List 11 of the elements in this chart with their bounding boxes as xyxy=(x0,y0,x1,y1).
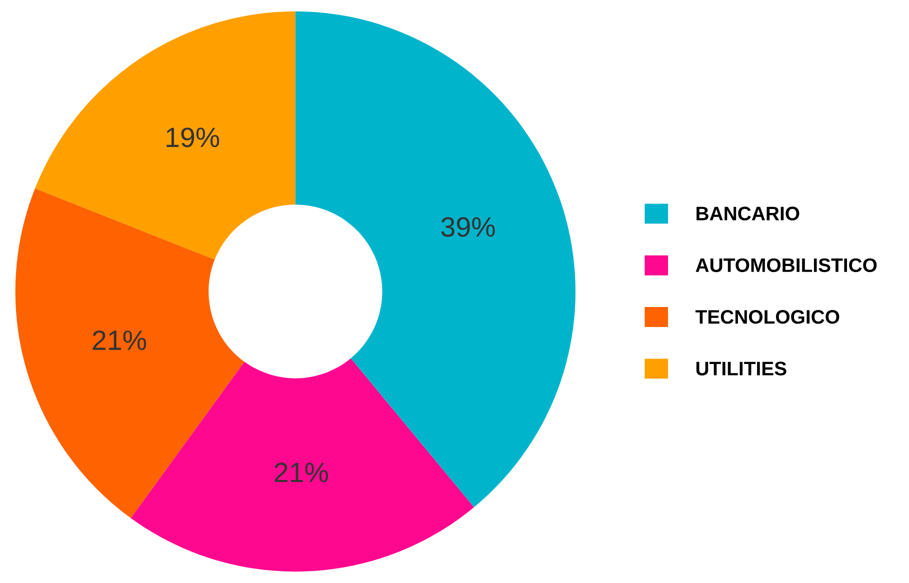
legend-label: TECNOLOGICO xyxy=(695,310,840,324)
data-label: 21% xyxy=(92,330,146,350)
donut-slice xyxy=(15,188,244,518)
data-label: 39% xyxy=(441,217,495,237)
legend-label: UTILITIES xyxy=(696,362,786,376)
donut-slice xyxy=(35,11,296,260)
data-label: 19% xyxy=(166,128,220,148)
donut-slice xyxy=(130,358,474,572)
legend-label: AUTOMOBILISTICO xyxy=(696,258,877,272)
legend-label: BANCARIO xyxy=(696,206,800,220)
data-label: 21% xyxy=(274,462,328,482)
